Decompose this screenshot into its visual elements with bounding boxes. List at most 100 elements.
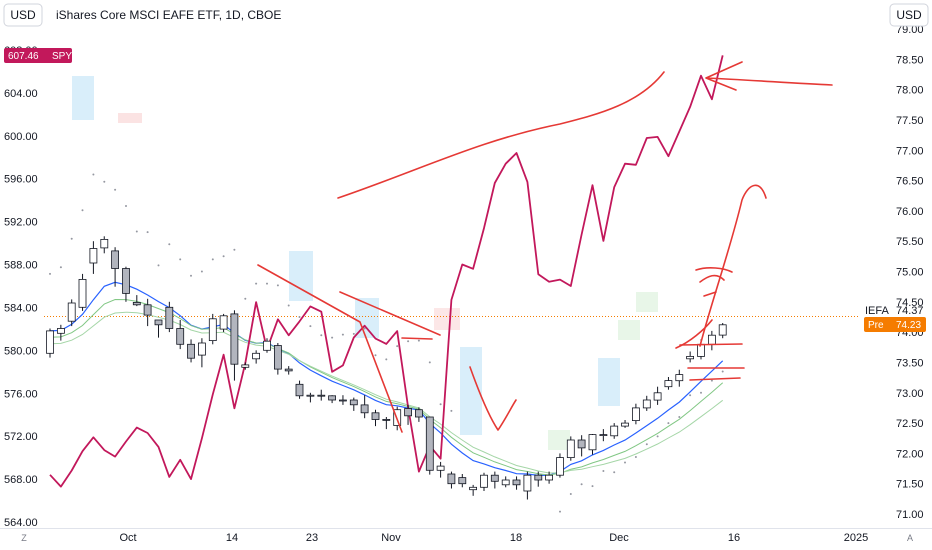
candle-body xyxy=(534,474,543,481)
candle-body xyxy=(100,238,109,249)
sar-dot xyxy=(624,461,626,464)
candle xyxy=(718,323,727,339)
parabolic-sar-dots xyxy=(49,173,724,513)
candle xyxy=(512,476,521,490)
candle xyxy=(143,298,152,327)
candle xyxy=(187,339,195,363)
sar-dot xyxy=(70,237,73,240)
drawn-down-line-short xyxy=(339,291,441,336)
candle-body xyxy=(642,399,651,409)
candle xyxy=(545,471,553,484)
left-axis-tick: 588.00 xyxy=(4,260,38,272)
time-axis[interactable]: Oct 14 23 Nov 18 Dec 16 2025 xyxy=(119,532,868,544)
candle xyxy=(263,338,271,353)
highlight-box xyxy=(72,76,94,120)
sar-dot xyxy=(103,180,106,183)
candle xyxy=(458,474,467,488)
candle-body xyxy=(708,334,716,345)
ieffa-value: 74.37 xyxy=(896,305,924,317)
candle-body xyxy=(512,479,521,486)
sar-dot xyxy=(190,274,192,277)
candle-body xyxy=(122,268,130,294)
right-axis-tick: 77.50 xyxy=(896,115,924,127)
candle-body xyxy=(436,465,445,471)
sar-dot xyxy=(591,485,594,488)
candle-body xyxy=(501,479,510,486)
sar-dot xyxy=(135,230,138,233)
candle-body xyxy=(523,474,532,492)
candle xyxy=(349,397,358,411)
candle xyxy=(556,453,564,478)
right-axis-tick: 71.50 xyxy=(896,479,924,491)
candle xyxy=(480,472,488,491)
sar-dot xyxy=(179,258,182,261)
spy-line xyxy=(49,55,724,488)
candle xyxy=(78,273,87,311)
sar-dot xyxy=(309,325,312,328)
time-axis-tick: 18 xyxy=(510,532,522,544)
candle xyxy=(208,313,217,345)
candle xyxy=(675,369,684,387)
drawn-curl xyxy=(699,184,767,347)
candle-body xyxy=(252,352,261,360)
sar-dot xyxy=(114,188,117,191)
candle-body xyxy=(480,474,488,488)
candle xyxy=(132,295,141,307)
candle xyxy=(284,366,293,375)
candle xyxy=(295,380,304,399)
candle xyxy=(241,362,250,370)
candle-body xyxy=(284,368,293,372)
ma-blue-line xyxy=(49,281,724,477)
right-axis-tick: 79.00 xyxy=(896,24,924,36)
sar-dot xyxy=(385,358,388,361)
candle-body xyxy=(577,439,586,449)
candle-body xyxy=(653,392,662,401)
time-axis-tick: Dec xyxy=(609,532,629,544)
currency-button-left[interactable]: USD xyxy=(3,3,43,27)
candle xyxy=(686,351,694,363)
ma-green-line xyxy=(49,298,724,476)
sar-dot xyxy=(634,456,637,458)
candle xyxy=(273,343,282,375)
currency-button-right[interactable]: USD xyxy=(889,3,929,27)
sar-dot xyxy=(700,391,702,394)
right-price-axis[interactable]: 71.0071.5072.0072.5073.0073.5074.0074.50… xyxy=(896,24,924,521)
candle-body xyxy=(111,250,119,269)
ieffa-price-label: IEFA 74.37 xyxy=(865,305,924,317)
candle-body xyxy=(338,399,347,402)
ieffa-symbol: IEFA xyxy=(865,305,890,317)
sar-dot xyxy=(645,443,648,446)
candle-body xyxy=(187,343,195,359)
sar-dot xyxy=(710,379,713,382)
candle-body xyxy=(458,477,467,485)
drawn-arrow-left xyxy=(705,61,833,91)
candle xyxy=(100,236,109,254)
candle-body xyxy=(176,328,185,345)
candle xyxy=(436,461,445,478)
candle xyxy=(588,434,597,455)
candle xyxy=(404,404,413,425)
candle xyxy=(306,392,315,403)
candle xyxy=(230,310,239,381)
sar-dot xyxy=(417,339,420,342)
candle-body xyxy=(675,374,684,382)
right-axis-tick: 75.50 xyxy=(896,236,924,248)
candle-body xyxy=(610,425,619,437)
auto-scale-icon[interactable]: A xyxy=(907,533,913,543)
candle-body xyxy=(718,324,727,336)
candle xyxy=(577,435,586,457)
drawn-short-segment xyxy=(401,337,433,340)
right-axis-tick: 73.50 xyxy=(896,357,924,369)
candle xyxy=(425,416,434,475)
candle xyxy=(317,389,326,401)
sar-dot xyxy=(222,255,225,258)
sar-dot xyxy=(200,270,203,273)
candle xyxy=(382,417,391,430)
zoom-icon[interactable]: Z xyxy=(21,533,27,543)
sar-dot xyxy=(276,284,279,287)
spy-overlay-series xyxy=(49,55,724,488)
hand-drawn-annotations[interactable] xyxy=(257,61,833,433)
sar-dot xyxy=(602,470,605,472)
pre-value: 74.23 xyxy=(896,320,921,331)
